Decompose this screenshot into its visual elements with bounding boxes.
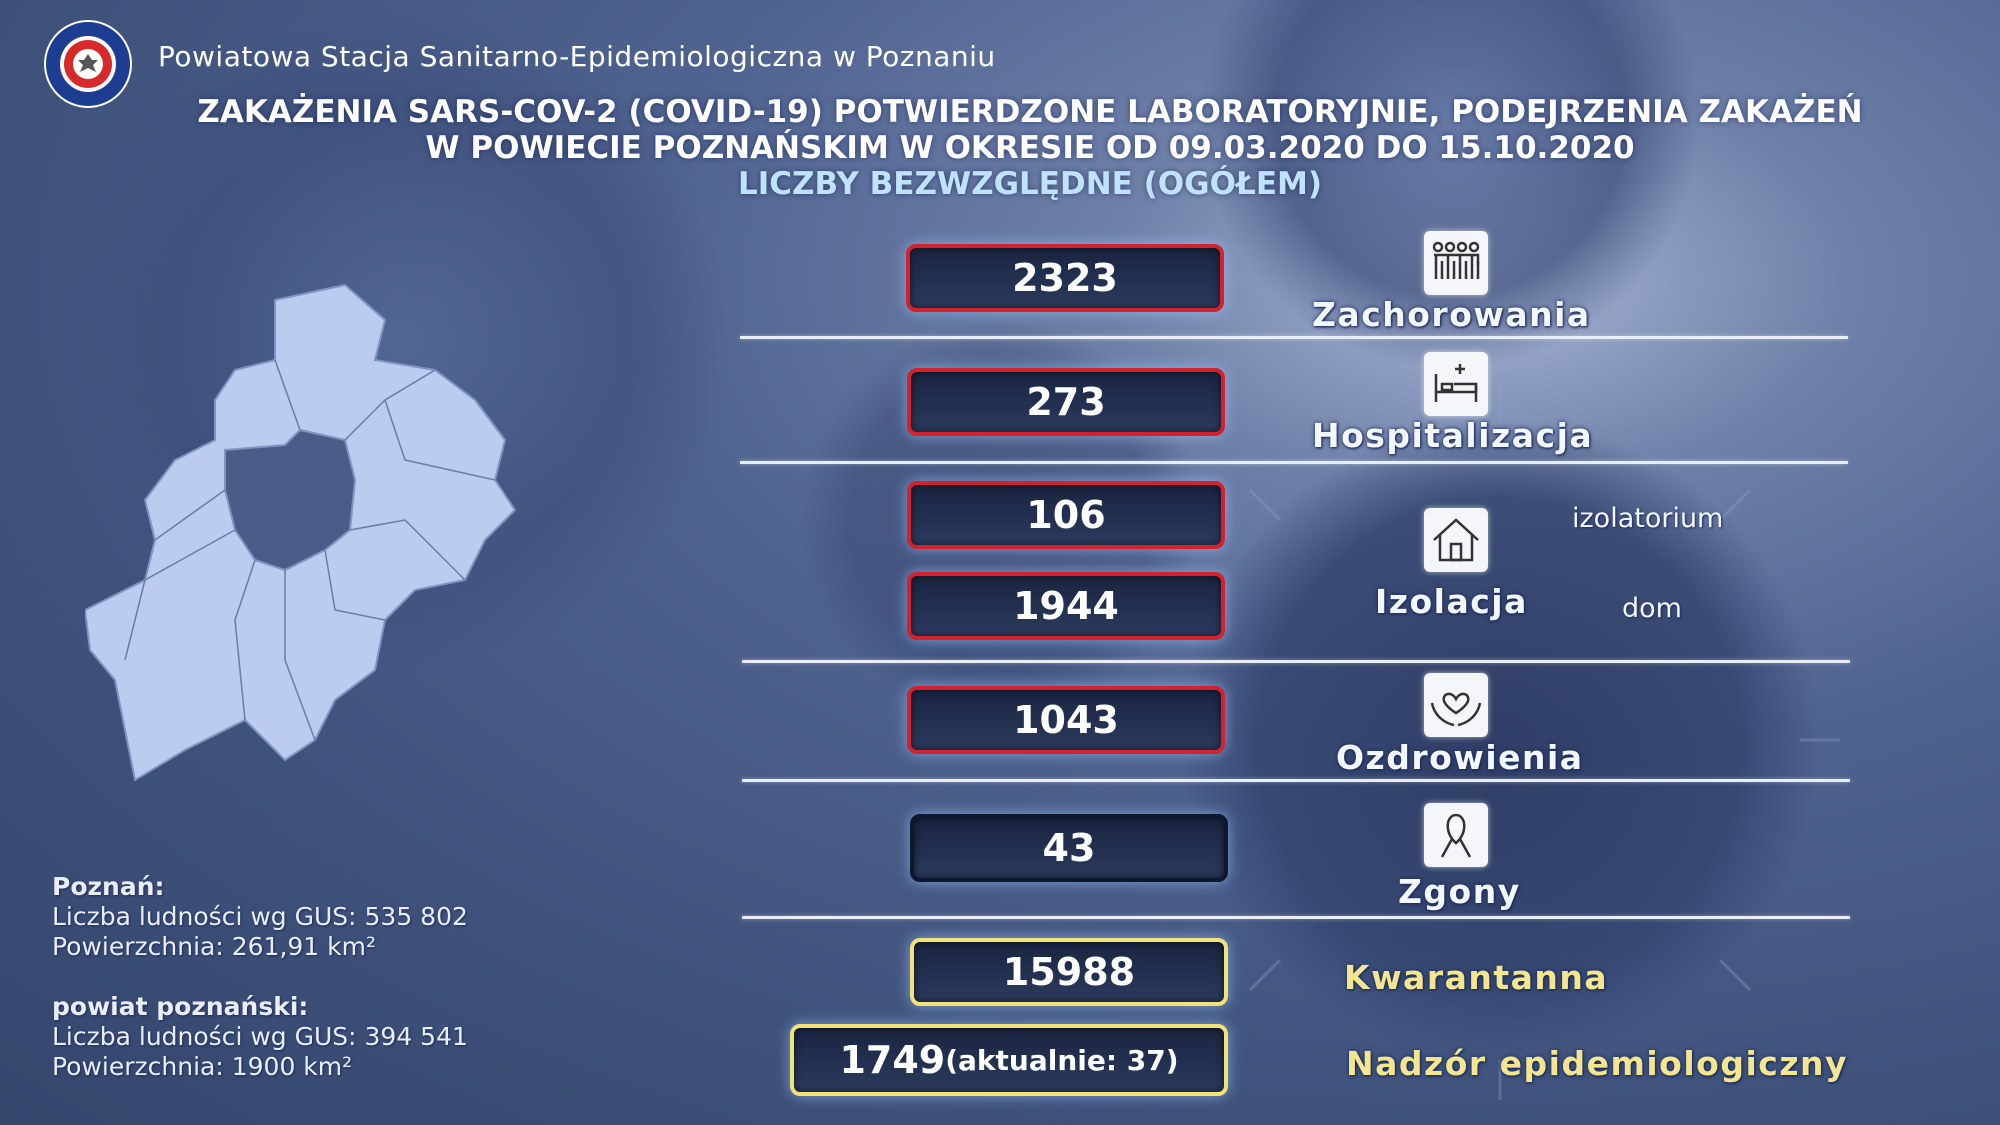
isolatorium-count: 106 xyxy=(1026,493,1106,537)
poznan-info: Poznań: Liczba ludności wg GUS: 535 802 … xyxy=(52,872,468,962)
hospital-label: Hospitalizacja xyxy=(1312,416,1594,455)
surveillance-label: Nadzór epidemiologiczny xyxy=(1346,1044,1849,1083)
title-line-3: LICZBY BEZWZGLĘDNE (OGÓŁEM) xyxy=(737,166,1323,202)
title-line-2: W POWIECIE POZNAŃSKIM W OKRESIE OD 09.03… xyxy=(425,130,1635,166)
divider-4 xyxy=(742,779,1850,782)
surveillance-count: 1749 xyxy=(839,1038,946,1082)
quarantine-count: 15988 xyxy=(1002,950,1136,994)
home-isolation-count: 1944 xyxy=(1013,584,1119,628)
ribbon-icon xyxy=(1424,803,1488,867)
title-line-1: ZAKAŻENIA SARS-COV-2 (COVID-19) POTWIERD… xyxy=(197,94,1863,130)
hospital-count: 273 xyxy=(1026,380,1106,424)
heart-hands-icon xyxy=(1424,673,1488,737)
poznan-area: Powierzchnia: 261,91 km² xyxy=(52,932,376,961)
recovered-label: Ozdrowienia xyxy=(1336,738,1584,777)
home-sublabel: dom xyxy=(1622,593,1682,624)
cases-label: Zachorowania xyxy=(1312,295,1591,334)
deaths-count: 43 xyxy=(1042,826,1096,870)
powiat-heading: powiat poznański: xyxy=(52,992,309,1021)
poznan-city xyxy=(224,428,357,572)
house-icon xyxy=(1424,508,1488,572)
powiat-area: Powierzchnia: 1900 km² xyxy=(52,1052,353,1081)
isolatorium-sublabel: izolatorium xyxy=(1572,503,1724,534)
hospital-bed-icon xyxy=(1424,352,1488,416)
divider-5 xyxy=(742,916,1850,919)
sanitary-inspection-logo xyxy=(44,20,132,108)
cases-count: 2323 xyxy=(1012,256,1118,300)
isolation-label: Izolacja xyxy=(1375,582,1528,621)
deaths-label: Zgony xyxy=(1398,872,1521,911)
cases-count-box: 2323 xyxy=(906,244,1224,312)
home-isolation-count-box: 1944 xyxy=(907,572,1225,640)
powiat-info: powiat poznański: Liczba ludności wg GUS… xyxy=(52,992,468,1082)
organization-name: Powiatowa Stacja Sanitarno-Epidemiologic… xyxy=(158,40,996,73)
divider-3 xyxy=(742,660,1850,663)
powiat-map xyxy=(85,283,517,782)
isolatorium-count-box: 106 xyxy=(907,481,1225,549)
powiat-population: Liczba ludności wg GUS: 394 541 xyxy=(52,1022,468,1051)
recovered-count-box: 1043 xyxy=(907,686,1225,754)
quarantine-count-box: 15988 xyxy=(910,938,1228,1006)
divider-2 xyxy=(740,461,1848,464)
surveillance-current: (aktualnie: 37) xyxy=(945,1043,1179,1077)
surveillance-count-box: 1749 (aktualnie: 37) xyxy=(790,1024,1228,1096)
quarantine-label: Kwarantanna xyxy=(1344,958,1609,997)
divider-1 xyxy=(740,336,1848,339)
recovered-count: 1043 xyxy=(1013,698,1119,742)
deaths-count-box: 43 xyxy=(910,814,1228,882)
poznan-heading: Poznań: xyxy=(52,872,165,901)
people-icon xyxy=(1424,231,1488,295)
hospital-count-box: 273 xyxy=(907,368,1225,436)
poznan-population: Liczba ludności wg GUS: 535 802 xyxy=(52,902,468,931)
